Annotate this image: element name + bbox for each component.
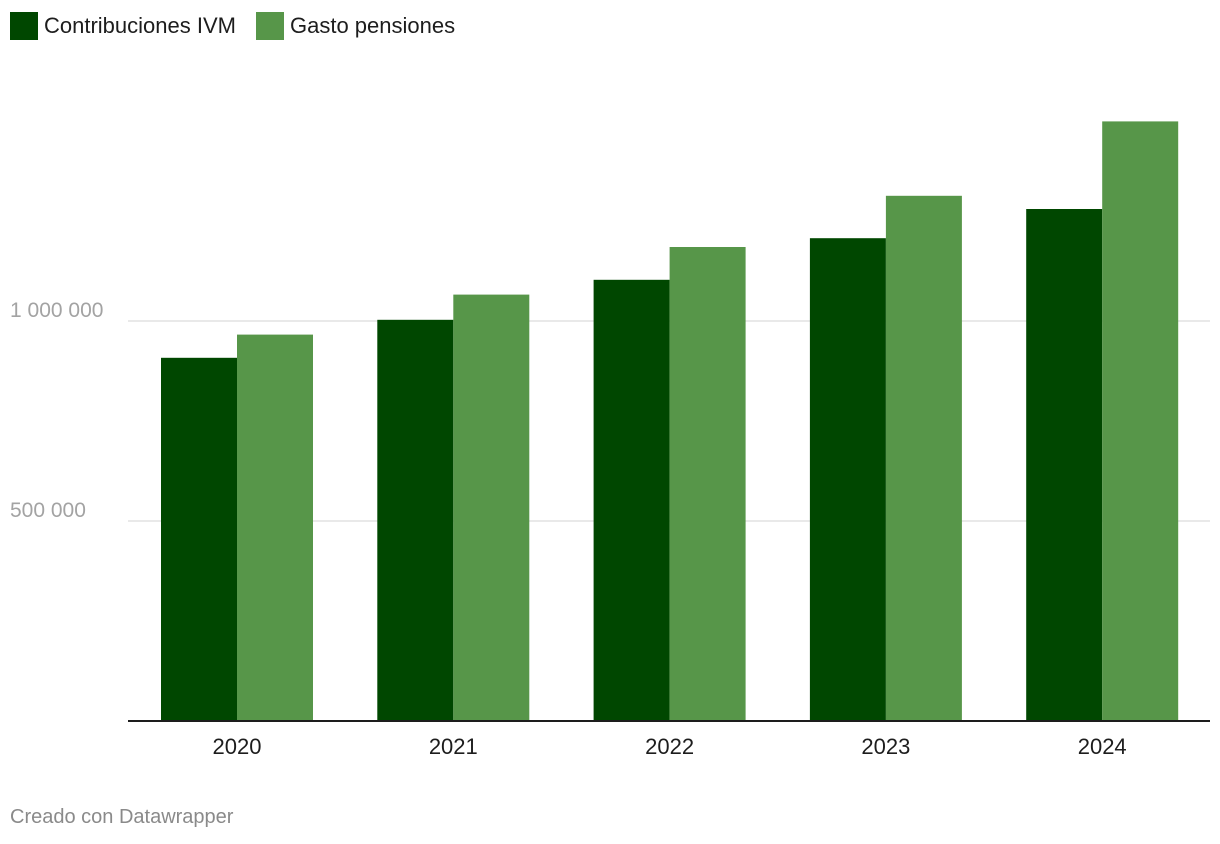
x-tick-label-2022: 2022 [645, 734, 694, 759]
footer-credit: Creado con Datawrapper [10, 806, 234, 828]
bar-1-2022 [669, 247, 746, 721]
bar-0-2020 [161, 357, 237, 721]
legend-swatch-contribuciones [10, 12, 38, 40]
bar-0-2023 [809, 238, 886, 721]
bar-1-2023 [885, 195, 962, 722]
legend-item-contribuciones: Contribuciones IVM [10, 12, 236, 40]
y-tick-label-1: 1 000 000 [10, 299, 103, 322]
bar-1-2021 [453, 294, 530, 721]
x-tick-label-2021: 2021 [429, 734, 478, 759]
legend: Contribuciones IVM Gasto pensiones [10, 12, 475, 40]
bar-1-2024 [1102, 121, 1179, 721]
x-tick-label-2023: 2023 [861, 734, 910, 759]
x-tick-label-2024: 2024 [1078, 734, 1127, 759]
bar-1-2020 [237, 334, 313, 721]
legend-swatch-gasto [255, 12, 284, 40]
y-tick-label-0: 500 000 [10, 499, 86, 522]
bar-0-2024 [1026, 209, 1103, 721]
legend-item-gasto: Gasto pensiones [255, 12, 456, 40]
legend-label-contribuciones: Contribuciones IVM [44, 13, 236, 38]
bar-0-2021 [377, 319, 454, 721]
legend-label-gasto: Gasto pensiones [289, 13, 456, 38]
x-tick-label-2020: 2020 [213, 734, 262, 759]
bar-0-2022 [593, 279, 670, 721]
